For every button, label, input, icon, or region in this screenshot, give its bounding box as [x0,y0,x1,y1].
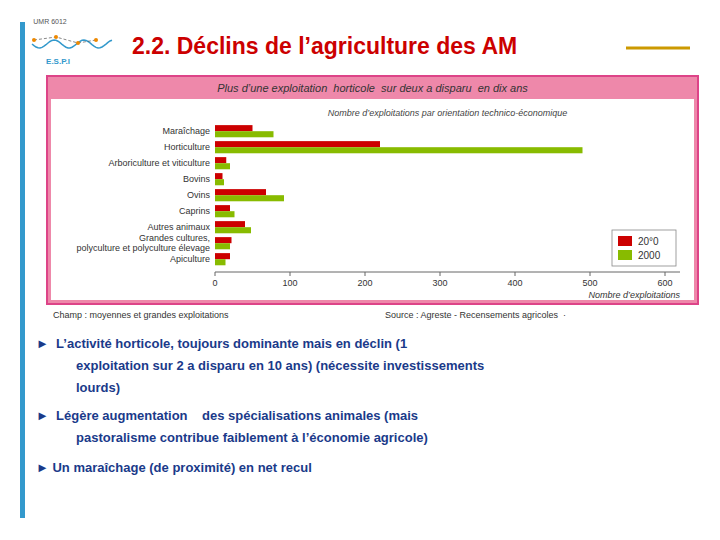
x-tick-label: 200 [357,278,372,288]
bars [215,125,583,265]
logo: UMR 6012 E.S.P.I [32,18,112,66]
bullet-text: ► Un maraîchage (de proximité) en net re… [36,460,312,475]
bar [215,237,232,243]
bar [215,157,226,163]
bar [215,227,251,233]
bar [215,141,380,147]
bullet-text: ► Légère augmentation des spécialisation… [36,408,418,423]
chart-subtitle: Nombre d’exploitations par orientation t… [328,108,568,118]
bar [215,147,583,153]
x-tick [365,272,366,276]
category-label-line: Autres animaux [147,222,210,232]
bar [215,211,235,217]
x-tick-label: 100 [282,278,297,288]
legend-swatch [618,250,632,260]
bar [215,195,284,201]
category-label: Grandes cultures,polyculture et polycult… [76,233,210,253]
legend-swatch [618,236,632,246]
bar [215,243,230,249]
footnote: Champ : moyennes et grandes exploitation… [53,310,229,320]
page: UMR 6012 E.S.P.I 2.2. Déclins de l’agricul… [0,0,720,540]
bar [215,221,245,227]
chart-background [51,99,694,300]
x-tick-label: 400 [507,278,522,288]
x-axis-line [215,272,680,273]
bar [215,179,224,185]
category-label-line: Caprins [179,206,211,216]
bullet-text: exploitation sur 2 a disparu en 10 ans) … [76,358,484,373]
category-label: Autres animaux [147,222,210,232]
logo-dot [32,38,36,42]
bar [215,173,223,179]
category-label-line: Apiculture [170,254,210,264]
category-label-line: polyculture et polyculture élevage [76,243,210,253]
bar [215,259,226,265]
bullet-text: lourds) [76,380,120,395]
category-label-line: Arboriculture et viticulture [108,158,210,168]
x-tick [215,272,216,276]
category-label: Bovins [183,174,211,184]
x-tick [515,272,516,276]
x-tick-label: 600 [657,278,672,288]
bullet-text: ► L’activité horticole, toujours dominan… [36,336,407,351]
x-tick-label: 300 [432,278,447,288]
logo-dot [94,38,98,42]
logo-text: UMR 6012 [33,18,67,25]
bar [215,125,253,131]
category-label: Arboriculture et viticulture [108,158,210,168]
x-axis-label: Nombre d’exploitations [588,290,680,300]
logo-wave [32,40,112,48]
logo-dot [76,41,80,45]
bar [215,253,230,259]
footnote: Source : Agreste - Recensements agricole… [385,310,566,320]
legend-entry: 20°0 [638,236,659,247]
left-bar [20,22,25,518]
bar [215,131,274,137]
logo-dash [34,37,96,43]
category-label: Caprins [179,206,211,216]
legend-entry: 2000 [638,250,661,261]
x-tick-label: 500 [582,278,597,288]
logo-dot [54,35,58,39]
x-tick [290,272,291,276]
category-label: Maraîchage [162,126,210,136]
chart-title: Plus d’une exploitation horticole sur de… [217,82,528,94]
chart-container [47,76,698,304]
x-tick [440,272,441,276]
x-tick [590,272,591,276]
bar [215,189,266,195]
category-label-line: Grandes cultures, [139,233,210,243]
logo-text: E.S.P.I [46,57,70,66]
legend: 20°0 2000 [612,230,676,266]
category-label: Horticulture [164,142,210,152]
slide-title: 2.2. Déclins de l’agriculture des AM [132,33,517,59]
bar [215,205,230,211]
gold-line [626,47,690,50]
category-label: Apiculture [170,254,210,264]
x-tick [665,272,666,276]
category-label-line: Horticulture [164,142,210,152]
category-label-line: Maraîchage [162,126,210,136]
legend-box [612,230,676,266]
category-label-line: Bovins [183,174,211,184]
bar [215,163,230,169]
category-label-line: Ovins [187,190,211,200]
category-label: Ovins [187,190,211,200]
x-tick-label: 0 [212,278,217,288]
bullet-text: pastoralisme contribue faiblement à l’éc… [76,430,428,445]
